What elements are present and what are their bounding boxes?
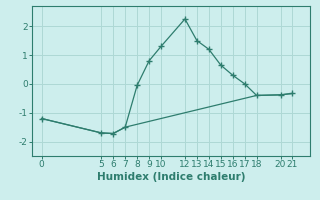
X-axis label: Humidex (Indice chaleur): Humidex (Indice chaleur) [97, 172, 245, 182]
